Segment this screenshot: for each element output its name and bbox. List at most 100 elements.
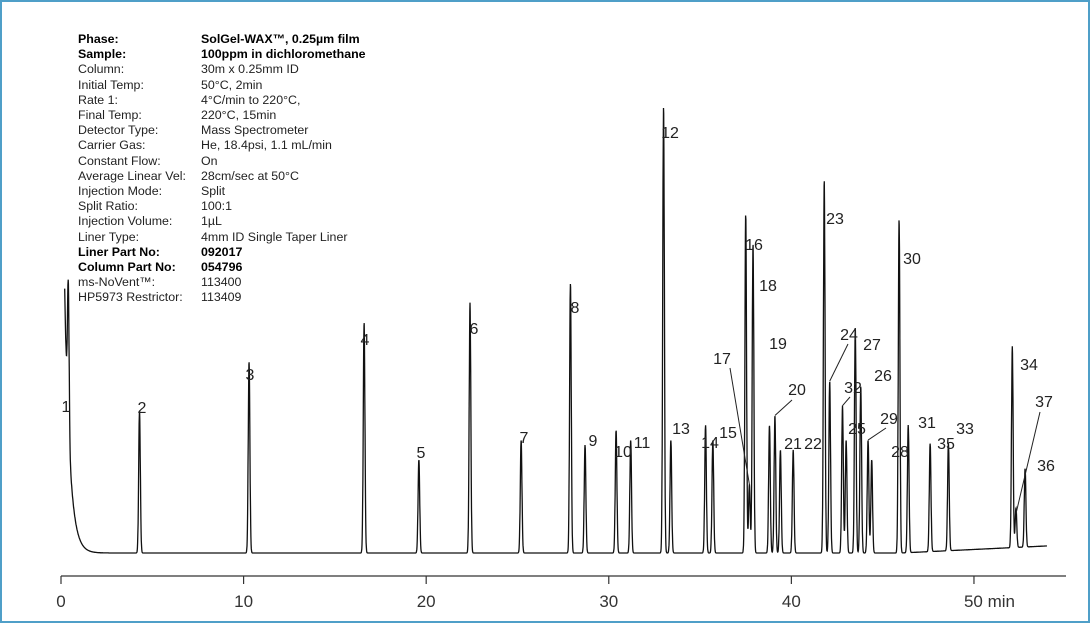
method-info-block: Phase: SolGel-WAX™, 0.25µm film Sample: 100… xyxy=(78,32,366,306)
info-row: Sample: 100ppm in dichloromethane xyxy=(78,47,366,62)
peak-label: 13 xyxy=(672,421,690,438)
info-value: 100ppm in dichloromethane xyxy=(201,47,366,62)
peak-label: 20 xyxy=(788,382,806,399)
x-tick-label: 10 xyxy=(234,592,253,611)
peak-label: 3 xyxy=(246,367,255,384)
info-value: 113400 xyxy=(201,275,242,290)
info-row: Average Linear Vel: 28cm/sec at 50°C xyxy=(78,169,366,184)
info-row: Final Temp: 220°C, 15min xyxy=(78,108,366,123)
info-row: Liner Part No: 092017 xyxy=(78,245,366,260)
peak-label: 34 xyxy=(1020,357,1038,374)
info-key: Column: xyxy=(78,62,125,77)
info-row: Injection Volume: 1µL xyxy=(78,214,366,229)
info-key: Average Linear Vel: xyxy=(78,168,186,183)
info-key: Rate 1: xyxy=(78,92,118,107)
peak-label: 29 xyxy=(880,411,898,428)
info-row: Liner Type: 4mm ID Single Taper Liner xyxy=(78,230,366,245)
info-key: Column Part No: xyxy=(78,260,176,275)
peak-label: 36 xyxy=(1037,458,1055,475)
peak-label: 25 xyxy=(848,421,866,438)
peak-label: 7 xyxy=(520,430,529,447)
info-row: Constant Flow: On xyxy=(78,154,366,169)
info-key: ms-NoVent™: xyxy=(78,275,156,290)
info-row: HP5973 Restrictor: 113409 xyxy=(78,290,366,305)
peak-label: 15 xyxy=(719,425,737,442)
info-key: HP5973 Restrictor: xyxy=(78,290,183,305)
info-row: Column: 30m x 0.25mm ID xyxy=(78,62,366,77)
x-tick-label: 50 min xyxy=(964,592,1015,611)
info-key: Carrier Gas: xyxy=(78,138,146,153)
info-value: 4°C/min to 220°C, xyxy=(201,92,301,107)
peak-label: 37 xyxy=(1035,394,1053,411)
info-value: SolGel-WAX™, 0.25µm film xyxy=(201,32,360,46)
info-row: Rate 1: 4°C/min to 220°C, xyxy=(78,93,366,108)
info-value: 113409 xyxy=(201,290,242,305)
info-key: Detector Type: xyxy=(78,123,159,138)
info-row: Phase: SolGel-WAX™, 0.25µm film xyxy=(78,32,366,47)
peak-label: 21 xyxy=(784,436,802,453)
info-value: 220°C, 15min xyxy=(201,108,277,123)
peak-leader-line xyxy=(867,427,887,441)
chromatogram-trace xyxy=(64,107,1047,554)
x-tick-label: 0 xyxy=(56,592,65,611)
x-tick-label: 40 xyxy=(782,592,801,611)
info-value: 50°C, 2min xyxy=(201,77,263,92)
peak-label: 14 xyxy=(701,435,719,452)
info-value: 28cm/sec at 50°C xyxy=(201,168,299,183)
peak-label: 6 xyxy=(470,321,479,338)
peak-label: 5 xyxy=(417,445,426,462)
peak-label: 30 xyxy=(903,251,921,268)
peak-label: 1 xyxy=(62,399,71,416)
info-key: Final Temp: xyxy=(78,108,142,123)
info-value: Mass Spectrometer xyxy=(201,123,309,138)
peak-label: 31 xyxy=(918,415,936,432)
info-key: Initial Temp: xyxy=(78,77,144,92)
peak-leader-line xyxy=(774,399,793,416)
peak-label: 27 xyxy=(863,337,881,354)
peak-label: 4 xyxy=(361,332,370,349)
info-key: Phase: xyxy=(78,32,119,46)
info-value: 4mm ID Single Taper Liner xyxy=(201,229,348,244)
peak-label: 8 xyxy=(571,300,580,317)
info-row: Split Ratio: 100:1 xyxy=(78,199,366,214)
info-value: 1µL xyxy=(201,214,222,229)
info-key: Constant Flow: xyxy=(78,153,161,168)
info-key: Injection Mode: xyxy=(78,184,163,199)
info-key: Injection Volume: xyxy=(78,214,173,229)
peak-label: 33 xyxy=(956,421,974,438)
peak-leader-line xyxy=(842,396,851,407)
peak-label: 2 xyxy=(138,400,147,417)
peak-label: 22 xyxy=(804,436,822,453)
x-tick-label: 20 xyxy=(417,592,436,611)
peak-leader-line xyxy=(829,343,849,382)
peak-label: 24 xyxy=(840,327,858,344)
peak-label: 12 xyxy=(661,125,679,142)
peak-label: 18 xyxy=(759,278,777,295)
info-key: Liner Part No: xyxy=(78,244,160,259)
peak-leader-line xyxy=(1015,411,1041,514)
peak-leader-line xyxy=(729,367,750,485)
peak-label: 10 xyxy=(614,444,632,461)
info-row: Column Part No: 054796 xyxy=(78,260,366,275)
peak-label: 19 xyxy=(769,336,787,353)
info-value: Split xyxy=(201,184,226,199)
info-value: On xyxy=(201,153,218,168)
info-key: Split Ratio: xyxy=(78,199,138,214)
info-row: Detector Type: Mass Spectrometer xyxy=(78,123,366,138)
peak-label: 9 xyxy=(589,433,598,450)
info-row: Carrier Gas: He, 18.4psi, 1.1 mL/min xyxy=(78,138,366,153)
info-row: ms-NoVent™: 113400 xyxy=(78,275,366,290)
info-key: Liner Type: xyxy=(78,229,140,244)
info-key: Sample: xyxy=(78,47,127,62)
info-value: 30m x 0.25mm ID xyxy=(201,62,299,77)
info-value: 092017 xyxy=(201,244,243,259)
peak-label: 23 xyxy=(826,211,844,228)
peak-label: 26 xyxy=(874,368,892,385)
x-tick-label: 30 xyxy=(599,592,618,611)
info-value: 100:1 xyxy=(201,199,233,214)
peak-label: 17 xyxy=(713,351,731,368)
peak-label: 35 xyxy=(937,436,955,453)
peak-label: 28 xyxy=(891,444,909,461)
